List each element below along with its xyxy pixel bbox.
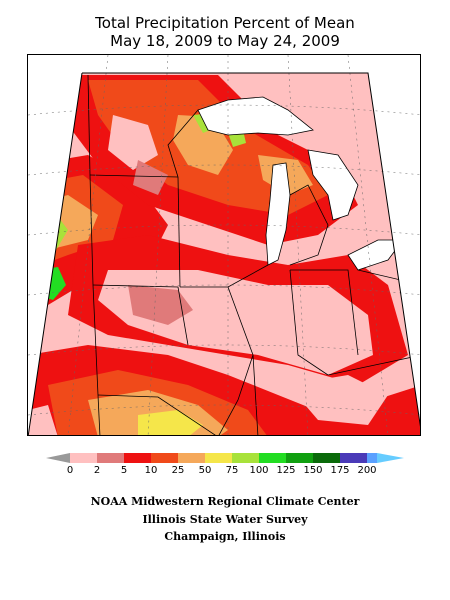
legend-under-arrow xyxy=(46,453,70,463)
legend-box-4 xyxy=(151,453,178,463)
field-south-pink xyxy=(28,405,58,435)
lake-michigan xyxy=(265,162,291,266)
field-southeast-pink xyxy=(288,375,388,425)
legend-tick: 100 xyxy=(249,465,269,476)
legend-box-9 xyxy=(286,453,313,463)
credit-survey: Illinois State Water Survey xyxy=(142,513,308,526)
legend-box-12 xyxy=(367,453,377,463)
field-north-pink-2 xyxy=(133,160,168,195)
credit-location: Champaign, Illinois xyxy=(164,530,286,543)
map-date-range: May 18, 2009 to May 24, 2009 xyxy=(110,32,340,50)
legend-tick: 75 xyxy=(225,465,239,476)
legend-box-10 xyxy=(313,453,340,463)
legend-tick: 2 xyxy=(93,465,101,476)
legend-tick: 5 xyxy=(120,465,128,476)
field-central-mauve xyxy=(128,285,193,325)
legend-box-8 xyxy=(259,453,286,463)
blank-corner-left xyxy=(28,55,82,73)
color-legend xyxy=(0,446,450,486)
map-domain-outline xyxy=(28,72,420,435)
legend-box-6 xyxy=(205,453,232,463)
legend-tick: 175 xyxy=(330,465,350,476)
legend-tick: 50 xyxy=(198,465,212,476)
legend-tick: 0 xyxy=(66,465,74,476)
lake-huron xyxy=(307,149,359,221)
state-boundaries xyxy=(87,74,420,435)
credit-organization: NOAA Midwestern Regional Climate Center xyxy=(90,495,360,508)
legend-tick: 150 xyxy=(303,465,323,476)
legend-tick: 25 xyxy=(171,465,185,476)
legend-box-3 xyxy=(124,453,151,463)
field-south-yellow xyxy=(138,410,203,435)
legend-tick: 125 xyxy=(276,465,296,476)
map-title: Total Precipitation Percent of Mean xyxy=(95,14,355,32)
legend-box-1 xyxy=(70,453,97,463)
legend-box-5 xyxy=(178,453,205,463)
lake-superior xyxy=(197,96,314,136)
legend-box-11 xyxy=(340,453,367,463)
field-north-pink xyxy=(108,115,158,170)
legend-box-2 xyxy=(97,453,124,463)
legend-tick: 200 xyxy=(357,465,377,476)
legend-box-7 xyxy=(232,453,259,463)
precipitation-map xyxy=(27,54,421,436)
graticule xyxy=(28,55,420,435)
legend-over-arrow xyxy=(377,453,404,463)
legend-tick: 10 xyxy=(144,465,158,476)
